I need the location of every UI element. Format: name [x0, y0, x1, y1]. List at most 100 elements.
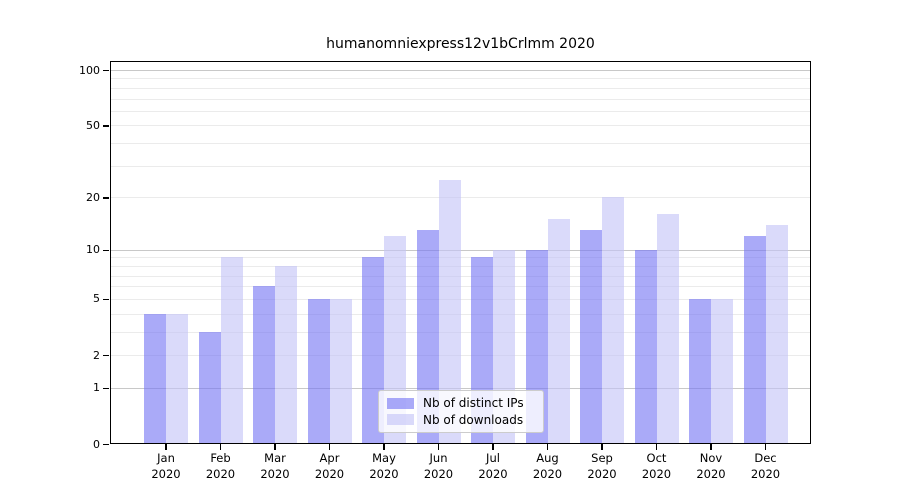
gridline-3: [110, 331, 811, 333]
x-tick-year: 2020: [478, 467, 508, 481]
x-tick-label-nov: Nov 2020: [666, 450, 756, 482]
gridline-30: [110, 165, 811, 167]
x-tick-month: Feb: [210, 451, 231, 465]
x-tick-label-dec: Dec 2020: [721, 450, 811, 482]
x-tick-jun: [437, 444, 440, 450]
gridline-70: [110, 98, 811, 100]
x-tick-month: Nov: [699, 451, 723, 465]
x-tick-feb: [219, 444, 222, 450]
x-tick-month: May: [372, 451, 396, 465]
x-tick-month: Sep: [591, 451, 613, 465]
gridline-5: [110, 298, 811, 300]
x-tick-month: Jun: [429, 451, 448, 465]
x-tick-jan: [165, 444, 167, 450]
gridline-50: [110, 125, 811, 127]
gridline-40: [110, 143, 811, 145]
x-tick-year: 2020: [696, 467, 726, 481]
gridline-10: [110, 249, 811, 251]
bar-downloads-dec: [765, 224, 788, 444]
y-tick-1: [103, 387, 109, 390]
y-tick-label-20: 20: [86, 190, 100, 204]
x-tick-label-feb: Feb 2020: [176, 450, 266, 482]
x-tick-year: 2020: [532, 467, 563, 481]
gridline-8: [110, 265, 811, 267]
y-tick-2: [103, 355, 109, 357]
gridline-4: [110, 313, 811, 315]
x-tick-year: 2020: [369, 467, 399, 481]
y-tick-100: [103, 70, 109, 72]
x-tick-mar: [274, 444, 276, 450]
y-tick-0: [103, 444, 109, 446]
y-tick-label-50: 50: [86, 118, 100, 132]
bar-distinct-ips-jan: [144, 313, 166, 444]
plot-area: Nb of distinct IPs Nb of downloads: [110, 61, 811, 444]
bar-downloads-oct: [656, 214, 679, 444]
x-tick-may: [383, 444, 385, 450]
gridline-9: [110, 257, 811, 259]
x-tick-month: Aug: [536, 451, 559, 465]
y-tick-20: [103, 197, 109, 199]
y-tick-5: [103, 298, 109, 301]
gridline-100: [110, 70, 811, 71]
bar-downloads-nov: [711, 298, 733, 444]
x-tick-dec: [764, 444, 767, 450]
x-tick-year: 2020: [205, 467, 236, 481]
x-tick-jul: [492, 444, 494, 450]
bar-distinct-ips-nov: [689, 298, 711, 444]
x-tick-label-jul: Jul 2020: [448, 450, 538, 482]
bar-downloads-feb: [220, 257, 243, 444]
legend-label-distinct-ips: Nb of distinct IPs: [423, 396, 524, 411]
y-tick-label-2: 2: [93, 348, 100, 362]
legend-label-downloads: Nb of downloads: [423, 412, 524, 427]
x-tick-label-jan: Jan 2020: [121, 450, 211, 482]
y-tick-label-0: 0: [93, 437, 100, 451]
x-tick-year: 2020: [260, 467, 290, 481]
x-tick-month: Jul: [486, 451, 500, 465]
x-tick-month: Mar: [264, 451, 286, 465]
x-tick-label-aug: Aug 2020: [503, 450, 593, 482]
x-tick-sep: [601, 444, 603, 450]
x-tick-apr: [328, 444, 331, 450]
bar-downloads-mar: [275, 265, 297, 444]
legend-item-downloads: Nb of downloads: [387, 413, 535, 427]
x-tick-year: 2020: [641, 467, 672, 481]
gridline-1: [110, 387, 811, 389]
x-tick-month: Jan: [157, 451, 175, 465]
bar-distinct-ips-apr: [307, 298, 330, 444]
legend-swatch-downloads: [387, 414, 414, 426]
bar-downloads-jan: [166, 313, 188, 444]
x-tick-label-oct: Oct 2020: [612, 450, 702, 482]
bar-distinct-ips-sep: [580, 230, 602, 444]
chart-title: humanomniexpress12v1bCrlmm 2020: [326, 36, 595, 52]
gridline-80: [110, 87, 811, 89]
bar-downloads-apr: [329, 298, 352, 444]
bar-distinct-ips-mar: [253, 286, 275, 444]
x-tick-month: Dec: [754, 451, 777, 465]
gridline-2: [110, 355, 811, 356]
y-tick-label-100: 100: [79, 63, 100, 77]
y-tick-label-5: 5: [93, 292, 100, 306]
x-tick-nov: [710, 444, 712, 450]
gridline-7: [110, 275, 811, 277]
gridline-6: [110, 286, 811, 288]
x-tick-year: 2020: [151, 467, 181, 481]
bar-downloads-sep: [602, 197, 624, 444]
x-tick-year: 2020: [314, 467, 345, 481]
bar-downloads-jun: [438, 180, 461, 444]
y-tick-50: [103, 125, 109, 127]
x-tick-label-jun: Jun 2020: [394, 450, 484, 482]
bar-distinct-ips-feb: [198, 331, 221, 444]
legend-swatch-distinct-ips: [387, 397, 414, 409]
y-tick-label-10: 10: [86, 243, 100, 257]
y-tick-10: [103, 249, 109, 252]
x-tick-oct: [655, 444, 658, 450]
x-tick-label-sep: Sep 2020: [557, 450, 647, 482]
x-tick-aug: [546, 444, 549, 450]
x-tick-label-apr: Apr 2020: [285, 450, 375, 482]
bar-downloads-aug: [547, 219, 570, 444]
gridline-20: [110, 197, 811, 199]
y-tick-label-1: 1: [93, 381, 100, 395]
legend-item-distinct-ips: Nb of distinct IPs: [387, 396, 535, 410]
x-tick-label-mar: Mar 2020: [230, 450, 320, 482]
